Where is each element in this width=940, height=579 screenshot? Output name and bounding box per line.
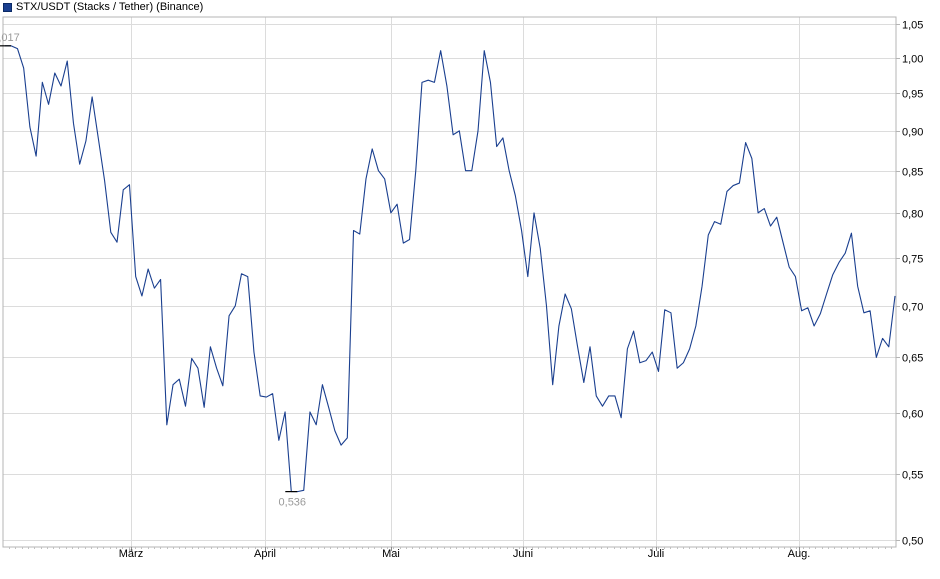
min-value-label: 0,536 — [279, 497, 307, 509]
x-tick-label: Juli — [648, 548, 665, 560]
y-tick-label: 0,85 — [902, 167, 923, 179]
price-series-line — [5, 45, 896, 493]
y-tick-label: 0,70 — [902, 302, 923, 314]
extreme-markers: 1,017 0,536 — [0, 32, 306, 509]
y-tick-label: 0,60 — [902, 409, 923, 421]
y-tick-label: 1,05 — [902, 20, 923, 32]
x-tick-label: Aug. — [788, 548, 811, 560]
y-tick-label: 0,75 — [902, 254, 923, 266]
y-tick-label: 1,00 — [902, 54, 923, 66]
vertical-gridlines — [131, 17, 800, 547]
x-tick-label: Mai — [382, 548, 400, 560]
plot-area-frame — [2, 16, 897, 548]
y-tick-label: 0,80 — [902, 209, 923, 221]
y-tick-label: 0,55 — [902, 470, 923, 482]
legend-label: STX/USDT (Stacks / Tether) (Binance) — [16, 1, 204, 13]
max-value-label: 1,017 — [0, 32, 20, 44]
x-tick-label: April — [254, 548, 276, 560]
x-tick-label: Juni — [513, 548, 533, 560]
x-axis-ticks — [9, 547, 892, 551]
horizontal-gridlines — [3, 24, 900, 541]
x-tick-label: März — [119, 548, 143, 560]
legend: STX/USDT (Stacks / Tether) (Binance) — [3, 0, 203, 14]
y-tick-label: 0,50 — [902, 536, 923, 548]
y-axis-labels: 0,50 0,55 0,60 0,65 0,70 0,75 0,80 0,85 0,90 0,95… — [902, 20, 923, 548]
y-tick-label: 0,95 — [902, 89, 923, 101]
x-axis-labels: März April Mai Juni Juli Aug. — [119, 548, 811, 560]
y-tick-label: 0,65 — [902, 353, 923, 365]
legend-swatch — [3, 2, 12, 12]
y-tick-label: 0,90 — [902, 127, 923, 139]
